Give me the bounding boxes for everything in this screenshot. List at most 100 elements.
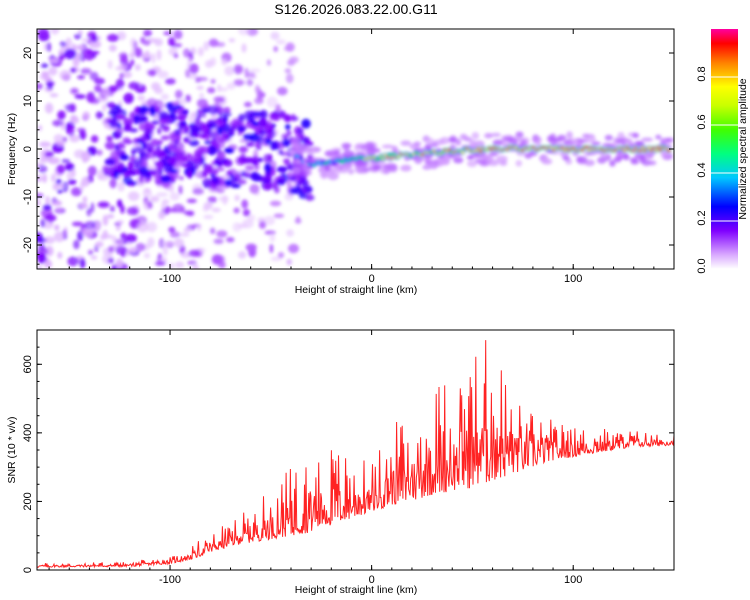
heatmap-noise-cell xyxy=(62,136,68,143)
heatmap-cluster-cell xyxy=(285,124,291,130)
heatmap-ridge-core xyxy=(476,147,481,150)
heatmap-ridge-core xyxy=(638,149,642,153)
heatmap-noise-cell xyxy=(147,201,153,210)
heatmap-noise-cell xyxy=(286,179,292,188)
heatmap-noise-cell xyxy=(45,195,50,207)
heatmap-cluster-cell xyxy=(194,118,200,127)
heatmap-cluster-cell xyxy=(143,128,154,136)
heatmap-cluster-cell xyxy=(259,129,266,137)
heatmap-noise-cell xyxy=(63,226,68,236)
heatmap-noise-cell xyxy=(260,92,266,98)
heatmap-cluster-cell xyxy=(295,132,305,141)
heatmap-cluster-cell xyxy=(141,158,148,166)
heatmap-noise-cell xyxy=(125,233,137,243)
heatmap-halo-cell xyxy=(546,135,554,143)
heatmap-cluster-cell xyxy=(163,162,174,173)
heatmap-cluster-cell xyxy=(139,149,147,157)
heatmap-cluster-cell xyxy=(280,168,285,174)
heatmap-cluster-cell xyxy=(215,167,225,172)
heatmap-noise-cell xyxy=(186,211,195,217)
heatmap-noise-cell xyxy=(189,63,199,74)
heatmap-cluster-cell xyxy=(305,137,311,144)
heatmap-noise-cell xyxy=(224,66,235,76)
heatmap-noise-cell xyxy=(134,47,143,58)
heatmap-noise-cell xyxy=(107,59,113,70)
heatmap-ridge-core xyxy=(560,146,565,150)
colorbar-scale xyxy=(711,29,738,269)
heatmap-cluster-cell xyxy=(181,109,189,115)
heatmap-halo-cell xyxy=(422,164,432,170)
heatmap-halo-cell xyxy=(413,141,422,147)
heatmap-noise-cell xyxy=(115,78,125,89)
heatmap-noise-cell xyxy=(168,37,176,47)
heatmap-cluster-cell xyxy=(168,107,177,114)
heatmap-noise-cell xyxy=(154,261,166,266)
heatmap-cluster-cell xyxy=(175,152,182,162)
heatmap-noise-cell xyxy=(46,81,54,90)
heatmap-noise-cell xyxy=(263,215,276,226)
heatmap-halo-cell xyxy=(324,165,331,172)
heatmap-noise-cell xyxy=(53,231,65,243)
heatmap-noise-cell xyxy=(147,69,157,77)
heatmap-cluster-cell xyxy=(223,159,233,168)
heatmap-halo-cell xyxy=(496,155,508,163)
heatmap-halo-cell xyxy=(467,160,478,168)
heatmap-halo-cell xyxy=(597,156,607,164)
heatmap-ridge-core xyxy=(667,149,671,153)
heatmap-cluster-cell xyxy=(108,109,116,117)
heatmap-cluster-cell xyxy=(188,139,200,147)
heatmap-noise-cell xyxy=(192,264,199,269)
heatmap-noise-cell xyxy=(70,116,80,124)
heatmap-halo-cell xyxy=(659,137,672,144)
heatmap-cluster-cell xyxy=(291,186,302,195)
heatmap-noise-cell xyxy=(48,66,58,76)
heatmap-noise-cell xyxy=(241,199,249,209)
heatmap-noise-cell xyxy=(179,232,190,237)
heatmap-halo-cell xyxy=(424,159,434,166)
heatmap-cluster-cell xyxy=(109,119,119,128)
heatmap-noise-cell xyxy=(65,37,72,48)
heatmap-noise-cell xyxy=(137,95,146,101)
heatmap-cluster-cell xyxy=(173,172,179,180)
snr-panel: -100 0 100 0 200 400 600 Height of straight l… xyxy=(6,329,675,596)
heatmap-cluster-cell xyxy=(224,178,233,187)
heatmap-cluster-cell xyxy=(110,164,121,173)
heatmap-noise-cell xyxy=(74,94,86,99)
y-tick-label: 0 xyxy=(22,146,34,152)
heatmap-noise-cell xyxy=(146,221,158,233)
heatmap-halo-cell xyxy=(399,165,412,172)
heatmap-noise-cell xyxy=(107,245,115,253)
heatmap-noise-cell xyxy=(69,134,80,143)
heatmap-noise-cell xyxy=(165,78,176,85)
heatmap-noise-cell xyxy=(178,185,183,195)
heatmap-noise-cell xyxy=(115,258,124,269)
heatmap-noise-cell xyxy=(86,207,92,217)
heatmap-noise-cell xyxy=(156,192,168,198)
heatmap-cluster-cell xyxy=(202,178,213,189)
snr-y-ticks: 0 200 400 600 xyxy=(22,329,674,573)
heatmap-halo-cell xyxy=(632,132,640,139)
heatmap-halo-cell xyxy=(391,145,398,153)
heatmap-ridge-core xyxy=(385,156,390,160)
heatmap-noise-cell xyxy=(136,221,149,233)
heatmap-noise-cell xyxy=(102,86,110,97)
heatmap-noise-cell xyxy=(107,33,119,42)
heatmap-noise-cell xyxy=(266,96,278,108)
heatmap-noise-cell xyxy=(143,39,151,46)
heatmap-cluster-cell xyxy=(220,112,232,117)
heatmap-cluster-cell xyxy=(216,158,223,168)
heatmap-noise-cell xyxy=(196,85,204,90)
heatmap-cluster-cell xyxy=(271,181,278,190)
heatmap-noise-cell xyxy=(213,238,224,245)
heatmap-halo-cell xyxy=(439,137,450,145)
heatmap-noise-cell xyxy=(57,110,66,120)
heatmap-noise-cell xyxy=(154,38,163,47)
heatmap-noise-cell xyxy=(39,156,49,164)
heatmap-noise-cell xyxy=(207,87,216,94)
heatmap-noise-cell xyxy=(270,31,280,40)
heatmap-noise-cell xyxy=(54,224,60,231)
heatmap-noise-cell xyxy=(183,48,191,58)
heatmap-noise-cell xyxy=(82,158,88,163)
heatmap-halo-cell xyxy=(508,138,518,145)
